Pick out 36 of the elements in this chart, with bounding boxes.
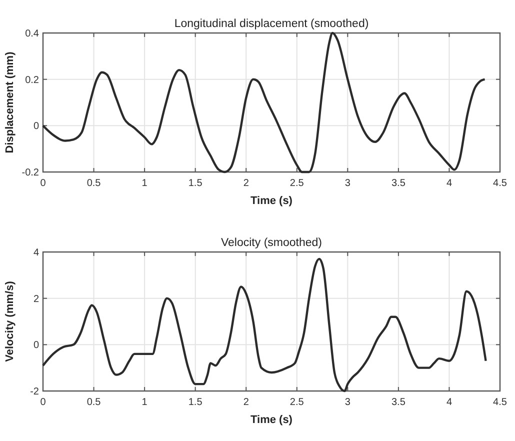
y-tick-label: 0.2 [25,74,40,86]
x-tick-label: 0 [40,397,46,408]
x-tick-label: 1.5 [188,397,203,408]
y-tick-label: 0.4 [25,28,40,40]
x-tick-label: 3.5 [391,397,406,408]
y-tick-label: 0 [33,340,40,352]
y-tick-label: 4 [33,248,40,258]
x-tick-label: 1.5 [188,178,203,189]
x-tick-label: 4 [446,178,452,189]
y-tick-label: 2 [33,294,40,305]
y-axis-title: Velocity (mm/s) [4,280,16,362]
x-tick-label: 1 [142,397,148,408]
x-tick-label: 2 [243,178,250,189]
x-axis-title: Time (s) [250,414,293,426]
x-tick-label: 3 [344,178,351,189]
x-tick-label: 3 [344,397,351,408]
x-tick-label: 0.5 [86,397,102,408]
chart-title: Longitudinal displacement (smoothed) [174,18,369,30]
chart-title: Velocity (smoothed) [221,237,322,249]
x-tick-label: 4 [446,397,452,408]
y-tick-label: -0.2 [22,168,40,178]
x-tick-label: 0.5 [86,178,102,189]
x-tick-label: 2.5 [290,397,304,408]
x-tick-label: 4.5 [493,178,508,189]
x-tick-label: 0 [40,178,46,189]
line-series [42,258,487,392]
x-tick-label: 3.5 [391,178,406,189]
x-tick-label: 2 [243,397,250,408]
line-series [42,32,486,174]
x-tick-label: 4.5 [493,397,508,408]
y-axis-title: Displacement (mm) [4,51,16,154]
y-tick-label: 0 [33,121,40,132]
x-axis-title: Time (s) [250,195,293,207]
y-tick-label: -2 [30,386,40,398]
x-tick-label: 2.5 [290,178,304,189]
x-tick-label: 1 [142,178,148,189]
